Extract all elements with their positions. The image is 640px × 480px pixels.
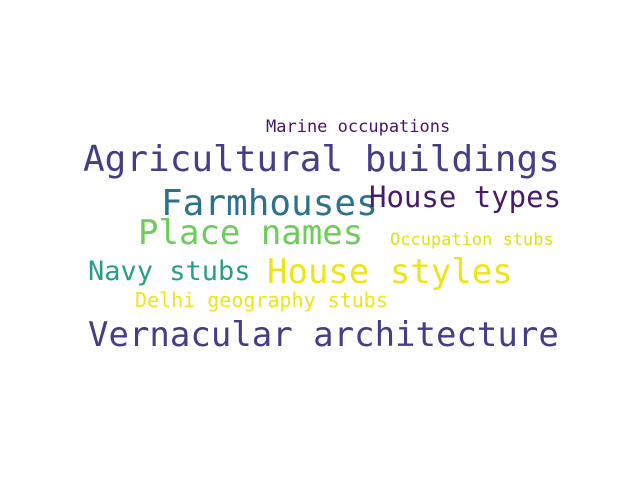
word-agricultural-buildings: Agricultural buildings [83,139,560,180]
word-vernacular-architecture: Vernacular architecture [88,315,559,355]
word-navy-stubs: Navy stubs [88,256,251,287]
word-place-names: Place names [138,213,364,253]
word-marine-occupations: Marine occupations [266,117,451,137]
word-occupation-stubs: Occupation stubs [390,230,554,250]
word-delhi-geography-stubs: Delhi geography stubs [135,288,388,312]
word-house-styles: House styles [267,252,513,292]
word-farmhouses: Farmhouses [161,183,378,224]
word-house-types: House types [369,180,562,214]
